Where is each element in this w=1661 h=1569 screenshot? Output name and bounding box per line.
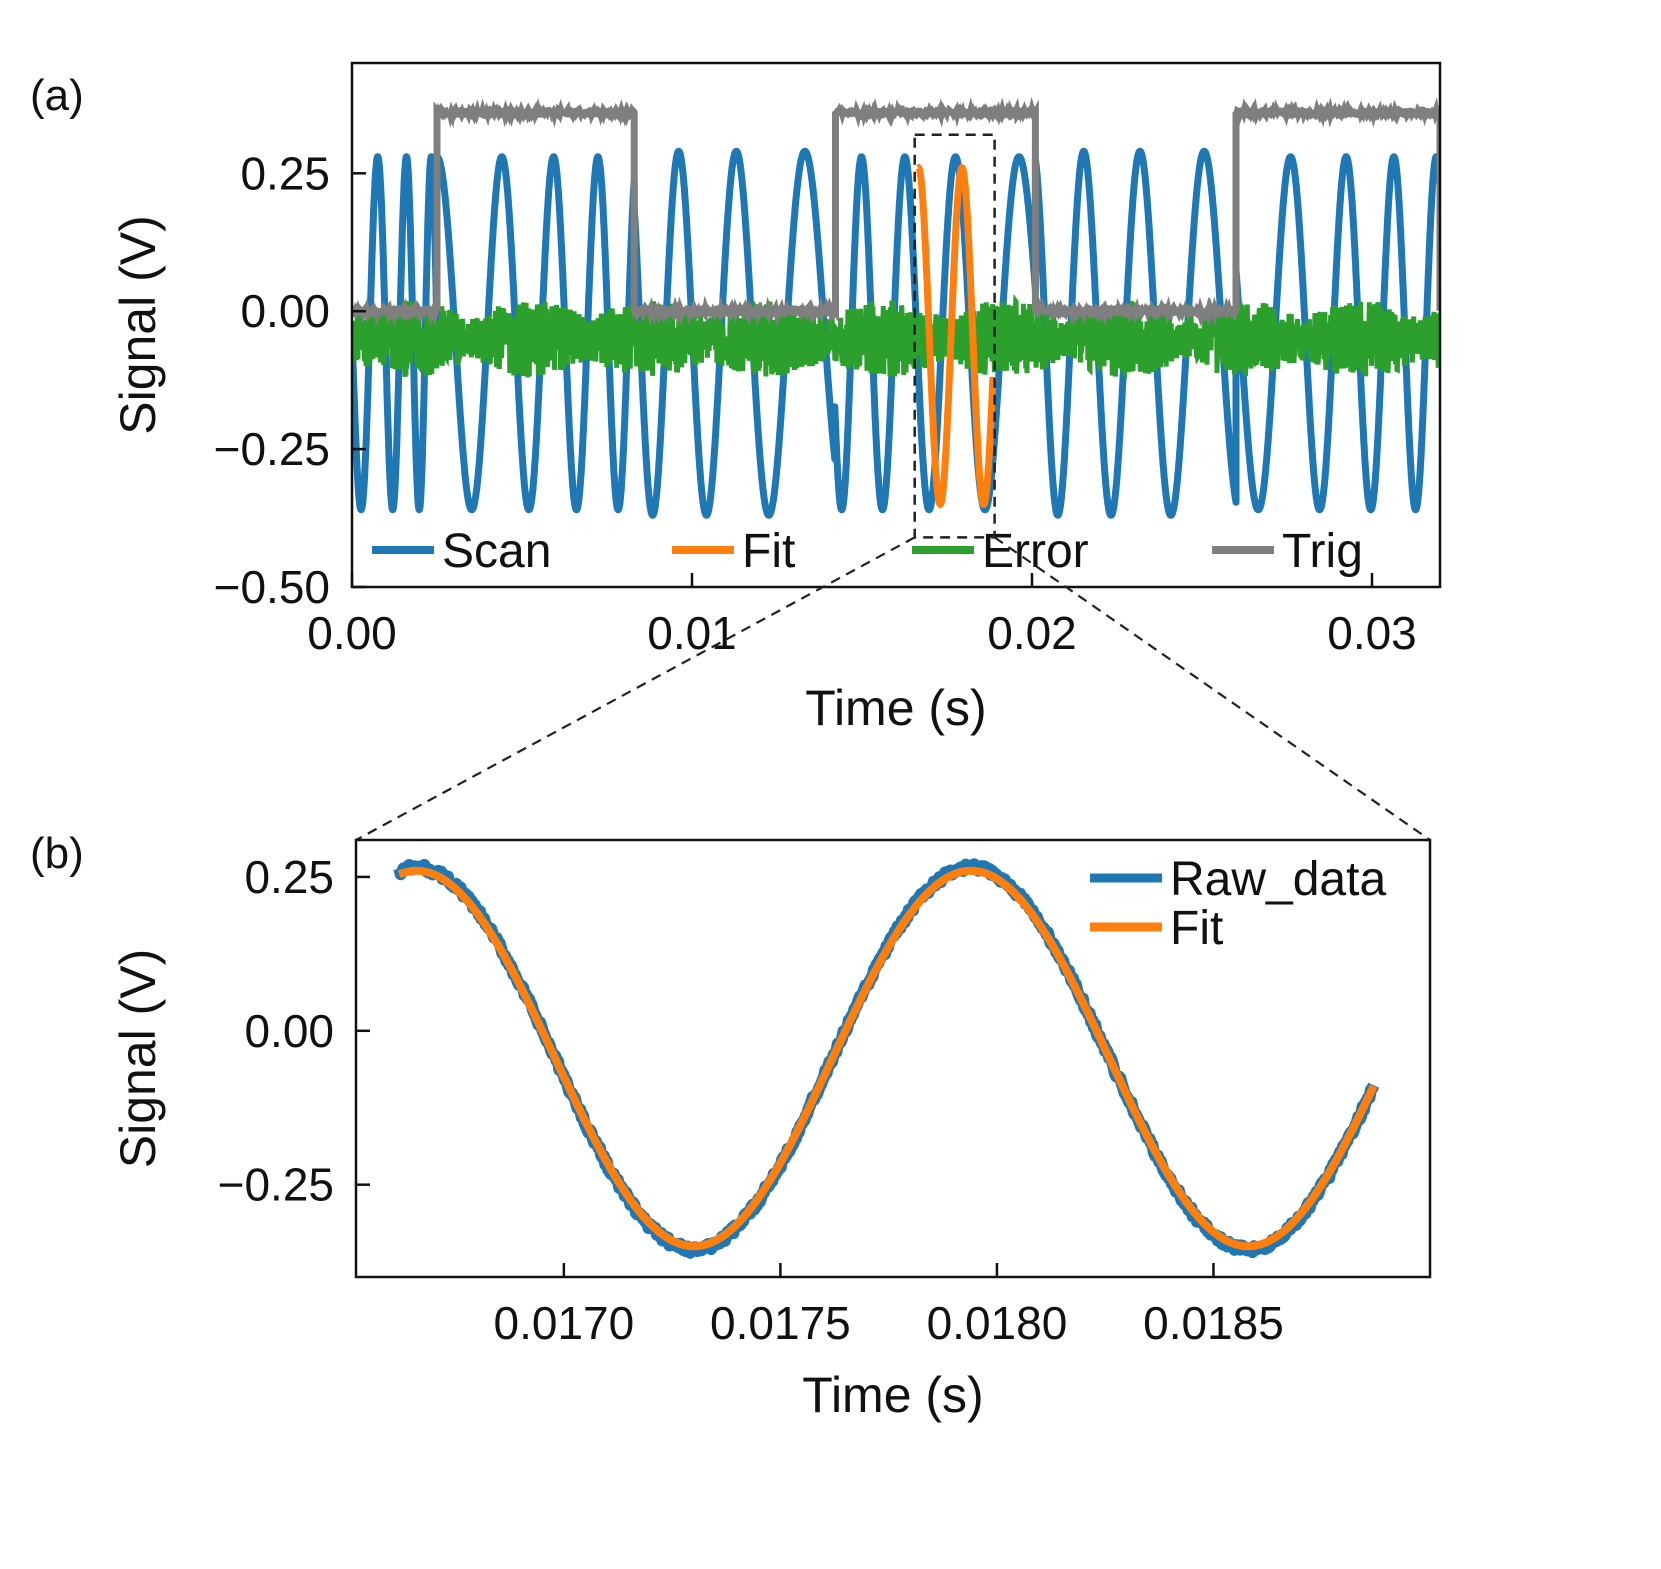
- legend-error-label: Error: [982, 525, 1089, 578]
- legend-fit-label: Fit: [1170, 902, 1223, 955]
- x-tick-label: 0.00: [307, 607, 397, 659]
- panel-a-frame: [350, 61, 1442, 589]
- fit-series-line: [397, 866, 1378, 1251]
- panel-b-frame: [354, 838, 1432, 1279]
- error-series-line: [352, 293, 1440, 380]
- y-tick-label: −0.25: [214, 423, 330, 475]
- zoom-box: [913, 133, 996, 539]
- panel-b-y-axis-title: Signal (V): [110, 949, 166, 1169]
- zoom-connectors: [355, 536, 1431, 841]
- x-tick-label: 0.0185: [1143, 1297, 1284, 1349]
- panel-a: 0.00 0.01 0.02 0.03 0.25 0.00 −0.25 −0.50 Time …: [110, 61, 1442, 736]
- legend-scan-label: Scan: [442, 525, 551, 578]
- x-tick-label: 0.0180: [927, 1297, 1068, 1349]
- fit-series-line: [915, 163, 997, 509]
- panel-b-x-axis-title: Time (s): [802, 1367, 983, 1423]
- panel-a-y-axis-title: Signal (V): [110, 215, 166, 435]
- x-tick-label: 0.0170: [494, 1297, 635, 1349]
- y-tick-label: 0.00: [240, 285, 330, 337]
- y-tick-label: 0.25: [244, 851, 334, 903]
- zoom-connector-right: [993, 536, 1431, 841]
- legend-trig-label: Trig: [1282, 525, 1363, 578]
- y-tick-label: −0.50: [214, 561, 330, 613]
- zoom-connector-left: [355, 536, 916, 841]
- legend-raw-data-label: Raw_data: [1170, 853, 1386, 906]
- panel-b-legend: Raw_data Fit: [1090, 853, 1386, 955]
- y-tick-label: 0.25: [240, 147, 330, 199]
- panel-b: 0.0170 0.0175 0.0180 0.0185 0.25 0.00 −0.25 Ti…: [110, 838, 1432, 1423]
- panel-a-legend: Scan Fit Error Trig: [372, 525, 1363, 578]
- panel-a-ticks: 0.00 0.01 0.02 0.03 0.25 0.00 −0.25 −0.50: [214, 147, 1417, 659]
- y-tick-label: −0.25: [218, 1159, 334, 1211]
- x-tick-label: 0.01: [647, 607, 737, 659]
- panel-b-ticks: 0.0170 0.0175 0.0180 0.0185 0.25 0.00 −0.25: [218, 851, 1284, 1349]
- x-tick-label: 0.03: [1327, 607, 1417, 659]
- y-tick-label: 0.00: [244, 1005, 334, 1057]
- panel-a-label: (a): [30, 71, 84, 120]
- panel-a-x-axis-title: Time (s): [805, 680, 986, 736]
- legend-fit-label: Fit: [742, 525, 795, 578]
- trig-series-line: [352, 96, 1440, 327]
- x-tick-label: 0.0175: [710, 1297, 851, 1349]
- panel-b-plot-area: [393, 858, 1380, 1259]
- x-tick-label: 0.02: [987, 607, 1077, 659]
- panel-b-label: (b): [30, 829, 84, 878]
- panel-a-plot-area: [352, 96, 1440, 519]
- raw-data-series-line: [393, 858, 1380, 1259]
